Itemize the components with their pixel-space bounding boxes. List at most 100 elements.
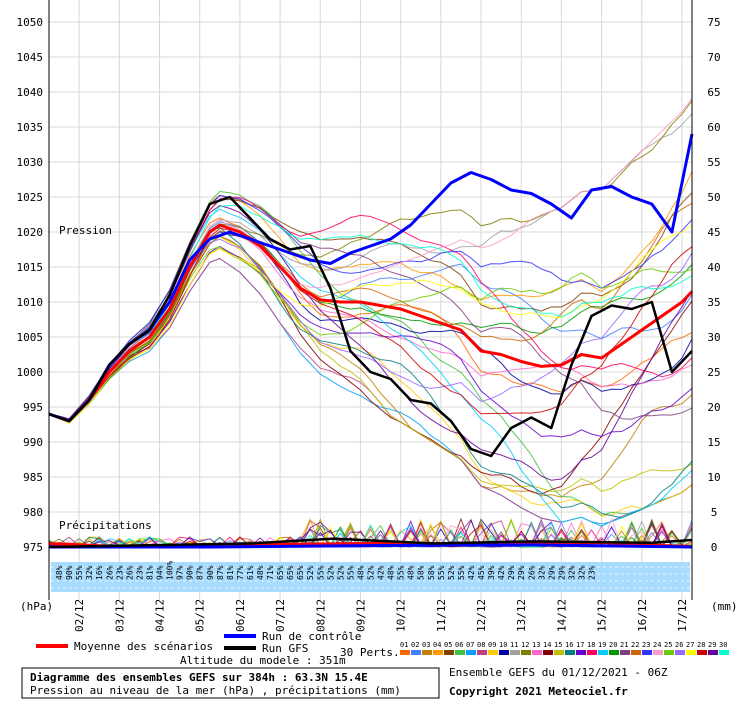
probability-label: 52% [306, 565, 315, 580]
perturbation-line [48, 246, 693, 422]
legend-pert-number: 26 [675, 641, 683, 649]
x-tick-label: 04/12 [154, 599, 167, 632]
title-line-1: Diagramme des ensembles GEFS sur 384h : … [30, 671, 368, 684]
probability-label: 48% [256, 565, 265, 580]
x-tick-label: 10/12 [395, 599, 408, 632]
legend-pert-number: 06 [455, 641, 463, 649]
y-left-tick-label: 1050 [17, 16, 44, 29]
probability-label: 55% [397, 565, 406, 580]
legend-pert-number: 12 [521, 641, 529, 649]
legend-pert-swatch [598, 650, 608, 655]
x-tick-label: 08/12 [314, 599, 327, 632]
probability-label: 77% [236, 565, 245, 580]
title-box [21, 667, 440, 699]
legend-pert-swatch [719, 650, 729, 655]
legend-pert-swatch [510, 650, 520, 655]
y-right-tick-label: 55 [707, 156, 720, 169]
probability-label: 26% [527, 565, 536, 580]
y-right-tick-label: 65 [707, 86, 720, 99]
x-tick-label: 16/12 [636, 599, 649, 632]
probability-label: 87% [196, 565, 205, 580]
legend-pert-number: 14 [543, 641, 551, 649]
probability-label: 26% [125, 565, 134, 580]
title-line-2: Pression au niveau de la mer (hPa) , pré… [30, 684, 401, 697]
perturbation-line [48, 204, 693, 423]
y-right-tick-label: 5 [711, 506, 718, 519]
legend-pert-swatch [653, 650, 663, 655]
probability-label: 55% [316, 565, 325, 580]
x-tick-label: 07/12 [274, 599, 287, 632]
probability-label: 39% [487, 565, 496, 580]
x-tick-label: 06/12 [234, 599, 247, 632]
y-left-unit-label: (hPa) [20, 600, 53, 613]
series-pressure-line [48, 195, 693, 458]
probability-label: 48% [55, 565, 64, 580]
probability-label: 90% [206, 565, 215, 580]
legend-pert-swatch [499, 650, 509, 655]
probability-label: 71% [266, 565, 275, 580]
legend-pert-number: 10 [499, 641, 507, 649]
probability-label: 61% [246, 565, 255, 580]
perturbation-line [48, 227, 693, 423]
y-right-tick-label: 30 [707, 331, 720, 344]
probability-label: 55% [457, 565, 466, 580]
x-tick-label: 02/12 [73, 599, 86, 632]
probability-label: 58% [427, 565, 436, 580]
probability-label: 29% [517, 565, 526, 580]
probability-label: 45% [477, 565, 486, 580]
legend-pert-number: 02 [411, 641, 419, 649]
precip-panel-label: Précipitations [59, 519, 152, 532]
probability-label: 42% [377, 565, 386, 580]
legend-pert-swatch [609, 650, 619, 655]
legend-pert-swatch [565, 650, 575, 655]
legend-pert-number: 05 [444, 641, 452, 649]
y-left-tick-label: 1035 [17, 121, 44, 134]
legend-pert-number: 25 [664, 641, 672, 649]
probability-label: 55% [75, 565, 84, 580]
x-tick-label: 17/12 [676, 599, 689, 632]
probability-label: 32% [567, 565, 576, 580]
probability-label: 65% [276, 565, 285, 580]
series-precip-line [48, 537, 693, 549]
altitude-label: Altitude du modele : 351m [180, 654, 346, 667]
probability-label: 100% [166, 561, 175, 580]
legend-pert-number: 17 [576, 641, 584, 649]
legend-pert-number: 18 [587, 641, 595, 649]
x-tick-label: 03/12 [113, 599, 126, 632]
probability-label: 32% [577, 565, 586, 580]
legend-pert-number: 16 [565, 641, 573, 649]
x-tick-label: 11/12 [435, 599, 448, 632]
y-right-tick-label: 40 [707, 261, 720, 274]
legend-pert-swatch [664, 650, 674, 655]
pressure-panel-label: Pression [59, 224, 112, 237]
y-right-tick-label: 45 [707, 226, 720, 239]
legend-control-label: Run de contrôle [262, 630, 361, 643]
x-tick-label: 14/12 [555, 599, 568, 632]
legend-pert-swatch [488, 650, 498, 655]
probability-label: 48% [356, 565, 365, 580]
legend-pert-swatch [675, 650, 685, 655]
y-left-tick-label: 990 [23, 436, 43, 449]
legend-pert-swatch [642, 650, 652, 655]
y-left-tick-label: 1000 [17, 366, 44, 379]
probability-label: 32% [85, 565, 94, 580]
series-pressure-line [48, 223, 694, 423]
legend-pert-swatch [444, 650, 454, 655]
legend-mean-label: Moyenne des scénarios [74, 640, 213, 653]
legend-pert-number: 13 [532, 641, 540, 649]
x-tick-label: 05/12 [194, 599, 207, 632]
y-left-tick-label: 985 [23, 471, 43, 484]
x-tick-label: 09/12 [354, 599, 367, 632]
legend-pert-number: 08 [477, 641, 485, 649]
y-right-tick-label: 35 [707, 296, 720, 309]
legend-pert-swatch [411, 650, 421, 655]
y-right-tick-label: 15 [707, 436, 720, 449]
probability-label: 16% [95, 565, 104, 580]
legend-pert-swatch [477, 650, 487, 655]
probability-label: 55% [346, 565, 355, 580]
legend-pert-number: 20 [609, 641, 617, 649]
probability-label: 65% [296, 565, 305, 580]
legend-pert-swatch [686, 650, 696, 655]
legend-pert-number: 30 [719, 641, 727, 649]
